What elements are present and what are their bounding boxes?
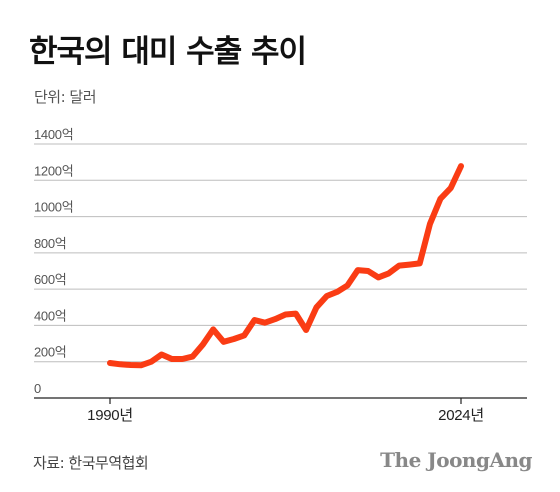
- y-tick-label: 1000억: [34, 200, 73, 215]
- series-line: [107, 163, 464, 369]
- y-tick-label: 200억: [34, 345, 66, 360]
- y-tick-label: 0: [34, 381, 41, 396]
- grid-lines: [34, 143, 527, 399]
- x-tick-label: 1990년: [87, 407, 133, 424]
- unit-label: 단위: 달러: [34, 88, 97, 106]
- series-layer: [107, 163, 464, 369]
- y-tick-label: 800억: [34, 236, 66, 251]
- chart-title: 한국의 대미 수출 추이: [29, 34, 307, 70]
- x-tick-labels: 1990년 2024년: [87, 398, 484, 424]
- brand-logo: The JoongAng: [380, 448, 532, 472]
- y-tick-label: 400억: [34, 308, 66, 323]
- y-tick-label: 600억: [34, 272, 66, 287]
- x-tick-label: 2024년: [438, 407, 484, 424]
- y-tick-label: 1200억: [34, 163, 73, 178]
- source-note: 자료: 한국무역협회: [33, 454, 149, 472]
- y-tick-labels: 0 200억 400억 600억 800억 1000억 1200억 1400억: [34, 127, 74, 396]
- y-tick-label: 1400억: [34, 127, 73, 142]
